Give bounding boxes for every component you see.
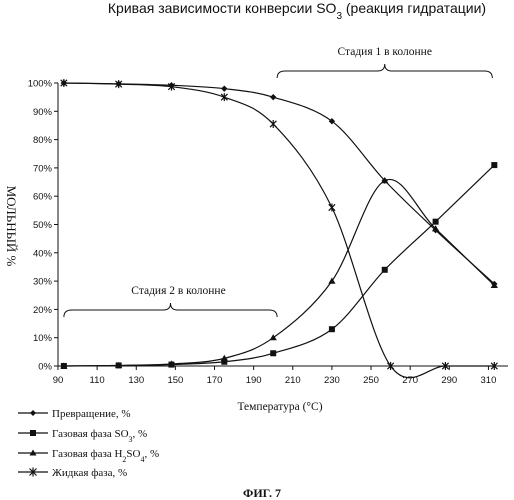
data-point-square — [433, 219, 439, 225]
stage-label-2: Стадия 2 в колонне — [131, 285, 225, 297]
legend-diamond-marker — [30, 410, 36, 416]
stage-brace-1 — [277, 64, 492, 78]
series-line-2 — [64, 165, 494, 366]
legend-item-so3-gas: Газовая фаза SO3, % — [18, 428, 147, 444]
y-axis-label: МОЛЬНЫЙ % — [4, 186, 19, 267]
x-tick-label: 110 — [90, 375, 105, 386]
series-group — [60, 79, 498, 378]
data-point-diamond — [221, 85, 227, 91]
series-2 — [61, 162, 497, 369]
y-tick-label: 40% — [33, 248, 53, 259]
y-tick-label: 100% — [28, 79, 53, 90]
stage-label-1: Стадия 1 в колонне — [338, 46, 432, 58]
series-line-1 — [64, 83, 494, 284]
x-tick-label: 250 — [363, 375, 379, 386]
legend-item-conversion: Превращение, % — [18, 408, 131, 420]
stage-brace-2 — [64, 303, 277, 317]
x-tick-label: 310 — [481, 375, 497, 386]
x-axis-label: Температура (°C) — [237, 401, 322, 413]
series-1 — [61, 80, 498, 287]
legend-label-conversion: Превращение, % — [52, 408, 131, 420]
figure-caption: ФИГ. 7 — [243, 486, 281, 500]
x-tick-label: 90 — [53, 375, 64, 386]
y-tick-label: 20% — [33, 305, 53, 316]
data-point-square — [491, 162, 497, 168]
data-point-triangle — [270, 334, 277, 340]
legend-square-marker — [30, 430, 36, 436]
legend-label-so3-gas: Газовая фаза SO3, % — [52, 428, 147, 444]
legend-item-liquid: Жидкая фаза, % — [18, 467, 127, 479]
y-tick-label: 30% — [33, 277, 53, 288]
y-tick-label: 80% — [33, 135, 53, 146]
legend-label-liquid: Жидкая фаза, % — [52, 467, 127, 479]
series-3 — [60, 177, 498, 369]
x-tick-label: 190 — [246, 375, 262, 386]
data-point-square — [382, 267, 388, 273]
data-point-star — [221, 93, 227, 101]
data-point-star — [270, 120, 276, 128]
data-point-diamond — [270, 94, 276, 100]
y-tick-label: 60% — [33, 192, 53, 203]
series-line-3 — [64, 179, 494, 366]
data-point-square — [270, 350, 276, 356]
stage-annotations: Стадия 1 в колонне Стадия 2 в колонне — [64, 46, 492, 317]
data-point-star — [329, 204, 335, 212]
y-tick-label: 0% — [38, 362, 52, 373]
legend: Превращение, % Газовая фаза SO3, % Газов… — [18, 408, 159, 479]
y-tick-label: 10% — [33, 333, 53, 344]
y-tick-label: 90% — [33, 107, 53, 118]
data-point-triangle — [328, 278, 335, 284]
y-tick-label: 70% — [33, 163, 53, 174]
x-tick-label: 290 — [441, 375, 457, 386]
data-point-square — [329, 326, 335, 332]
chart-title: Кривая зависимости конверсии SO3 (реакци… — [108, 0, 486, 22]
y-tick-label: 50% — [33, 220, 53, 231]
legend-label-h2so4-gas: Газовая фаза H2SO4, % — [52, 448, 159, 464]
x-tick-label: 150 — [167, 375, 183, 386]
x-tick-label: 210 — [285, 375, 301, 386]
x-tick-label: 130 — [128, 375, 144, 386]
legend-item-h2so4-gas: Газовая фаза H2SO4, % — [18, 448, 159, 464]
x-tick-label: 170 — [207, 375, 223, 386]
x-tick-label: 230 — [324, 375, 340, 386]
